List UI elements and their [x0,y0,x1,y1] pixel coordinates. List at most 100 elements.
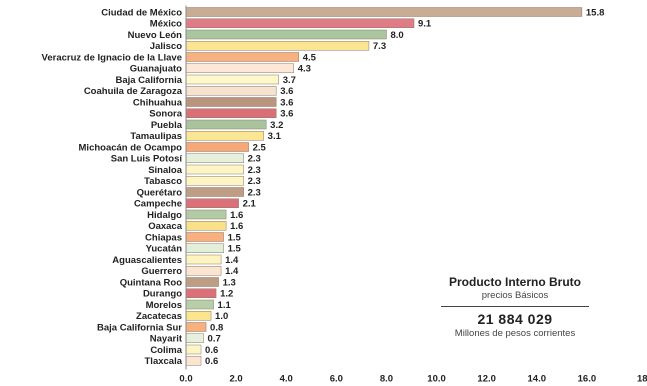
category-label: Aguascalientes [112,255,182,266]
bar [185,187,244,197]
category-label: Baja California Sur [97,322,182,333]
category-label: Jalisco [150,41,182,52]
value-label: 1.4 [225,266,239,277]
x-axis-ticks: 0.0 2.0 4.0 6.0 8.0 10.0 12.0 14.0 16.0 18.0 [179,374,647,385]
bar [185,86,277,96]
value-label: 4.5 [303,52,317,63]
category-label: Morelos [146,300,182,311]
value-label: 3.2 [270,120,283,131]
category-label: San Luis Potosí [111,154,183,165]
value-label: 1.2 [220,289,233,300]
value-label: 3.7 [283,75,296,86]
category-label: Guerrero [141,266,182,277]
category-label: Yucatán [146,244,183,255]
category-label: Coahuila de Zaragoza [84,86,183,97]
x-tick-label: 0.0 [179,374,192,385]
bar [185,97,277,107]
bar [185,198,239,208]
value-label: 7.3 [373,41,386,52]
bar [185,153,244,163]
bar [185,18,415,28]
value-labels: 15.89.18.07.34.54.33.73.63.63.63.23.12.5… [205,7,604,367]
value-label: 1.4 [225,255,239,266]
category-label: Nuevo León [128,30,183,41]
category-label: Chiapas [145,232,182,243]
value-label: 3.6 [280,86,293,97]
bar [185,356,202,366]
bar [185,322,207,332]
bar [185,311,212,321]
bar [185,131,264,141]
category-label: Tlaxcala [145,356,183,367]
category-label: Zacatecas [136,311,182,322]
summary-divider [441,306,589,307]
value-label: 9.1 [418,19,432,30]
bar [185,176,244,186]
value-label: 0.6 [205,356,218,367]
bar [185,209,227,220]
bar [185,52,299,62]
bar [185,344,202,355]
bar [185,221,227,231]
bar [185,164,244,175]
value-label: 3.6 [280,109,293,120]
value-label: 1.0 [215,311,228,322]
bar [185,333,204,343]
category-label: México [150,19,182,30]
category-label: Querétaro [137,187,183,198]
value-label: 1.6 [230,221,243,232]
value-label: 1.5 [228,244,242,255]
bar [185,74,279,85]
bar [185,119,267,130]
value-label: 0.8 [210,322,223,333]
x-tick-label: 8.0 [380,374,393,385]
category-label: Oaxaca [148,221,183,232]
value-label: 1.3 [223,277,236,288]
x-tick-label: 18.0 [637,374,647,385]
value-label: 8.0 [390,30,403,41]
value-label: 2.3 [248,165,261,176]
bar [185,29,387,40]
bar [185,7,583,17]
x-tick-label: 10.0 [427,374,446,385]
category-label: Chihuahua [133,97,183,108]
value-label: 2.1 [243,199,257,210]
value-label: 4.3 [298,64,311,75]
category-label: Sinaloa [148,165,183,176]
category-label: Quintana Roo [120,277,182,288]
value-label: 2.3 [248,187,261,198]
summary-units: Millones de pesos corrientes [454,328,576,339]
value-label: 1.1 [218,300,232,311]
category-label: Baja California [115,75,182,86]
bar [185,108,277,118]
category-label: Puebla [151,120,183,131]
category-label: Nayarit [150,334,183,345]
bar [185,288,217,298]
category-label: Michoacán de Ocampo [79,142,183,153]
bar [185,277,219,287]
gdp-summary-box: Producto Interno Bruto precios Básicos 2… [425,275,605,339]
bar [185,299,214,310]
value-label: 15.8 [586,7,605,18]
category-label: Colima [150,345,182,356]
value-label: 3.6 [280,97,293,108]
value-label: 2.3 [248,176,261,187]
value-label: 0.7 [208,334,221,345]
category-label: Hidalgo [147,210,182,221]
category-label: Durango [143,289,182,300]
bar [185,266,222,276]
x-tick-label: 2.0 [230,374,243,385]
value-label: 2.5 [253,142,267,153]
category-label: Tamaulipas [130,131,182,142]
bar [185,142,249,152]
value-label: 0.6 [205,345,218,356]
category-label: Guanajuato [130,64,182,75]
bar [185,254,222,265]
category-label: Tabasco [144,176,182,187]
value-label: 1.6 [230,210,243,221]
x-tick-label: 12.0 [477,374,496,385]
summary-title: Producto Interno Bruto [449,275,581,289]
value-label: 3.1 [268,131,282,142]
